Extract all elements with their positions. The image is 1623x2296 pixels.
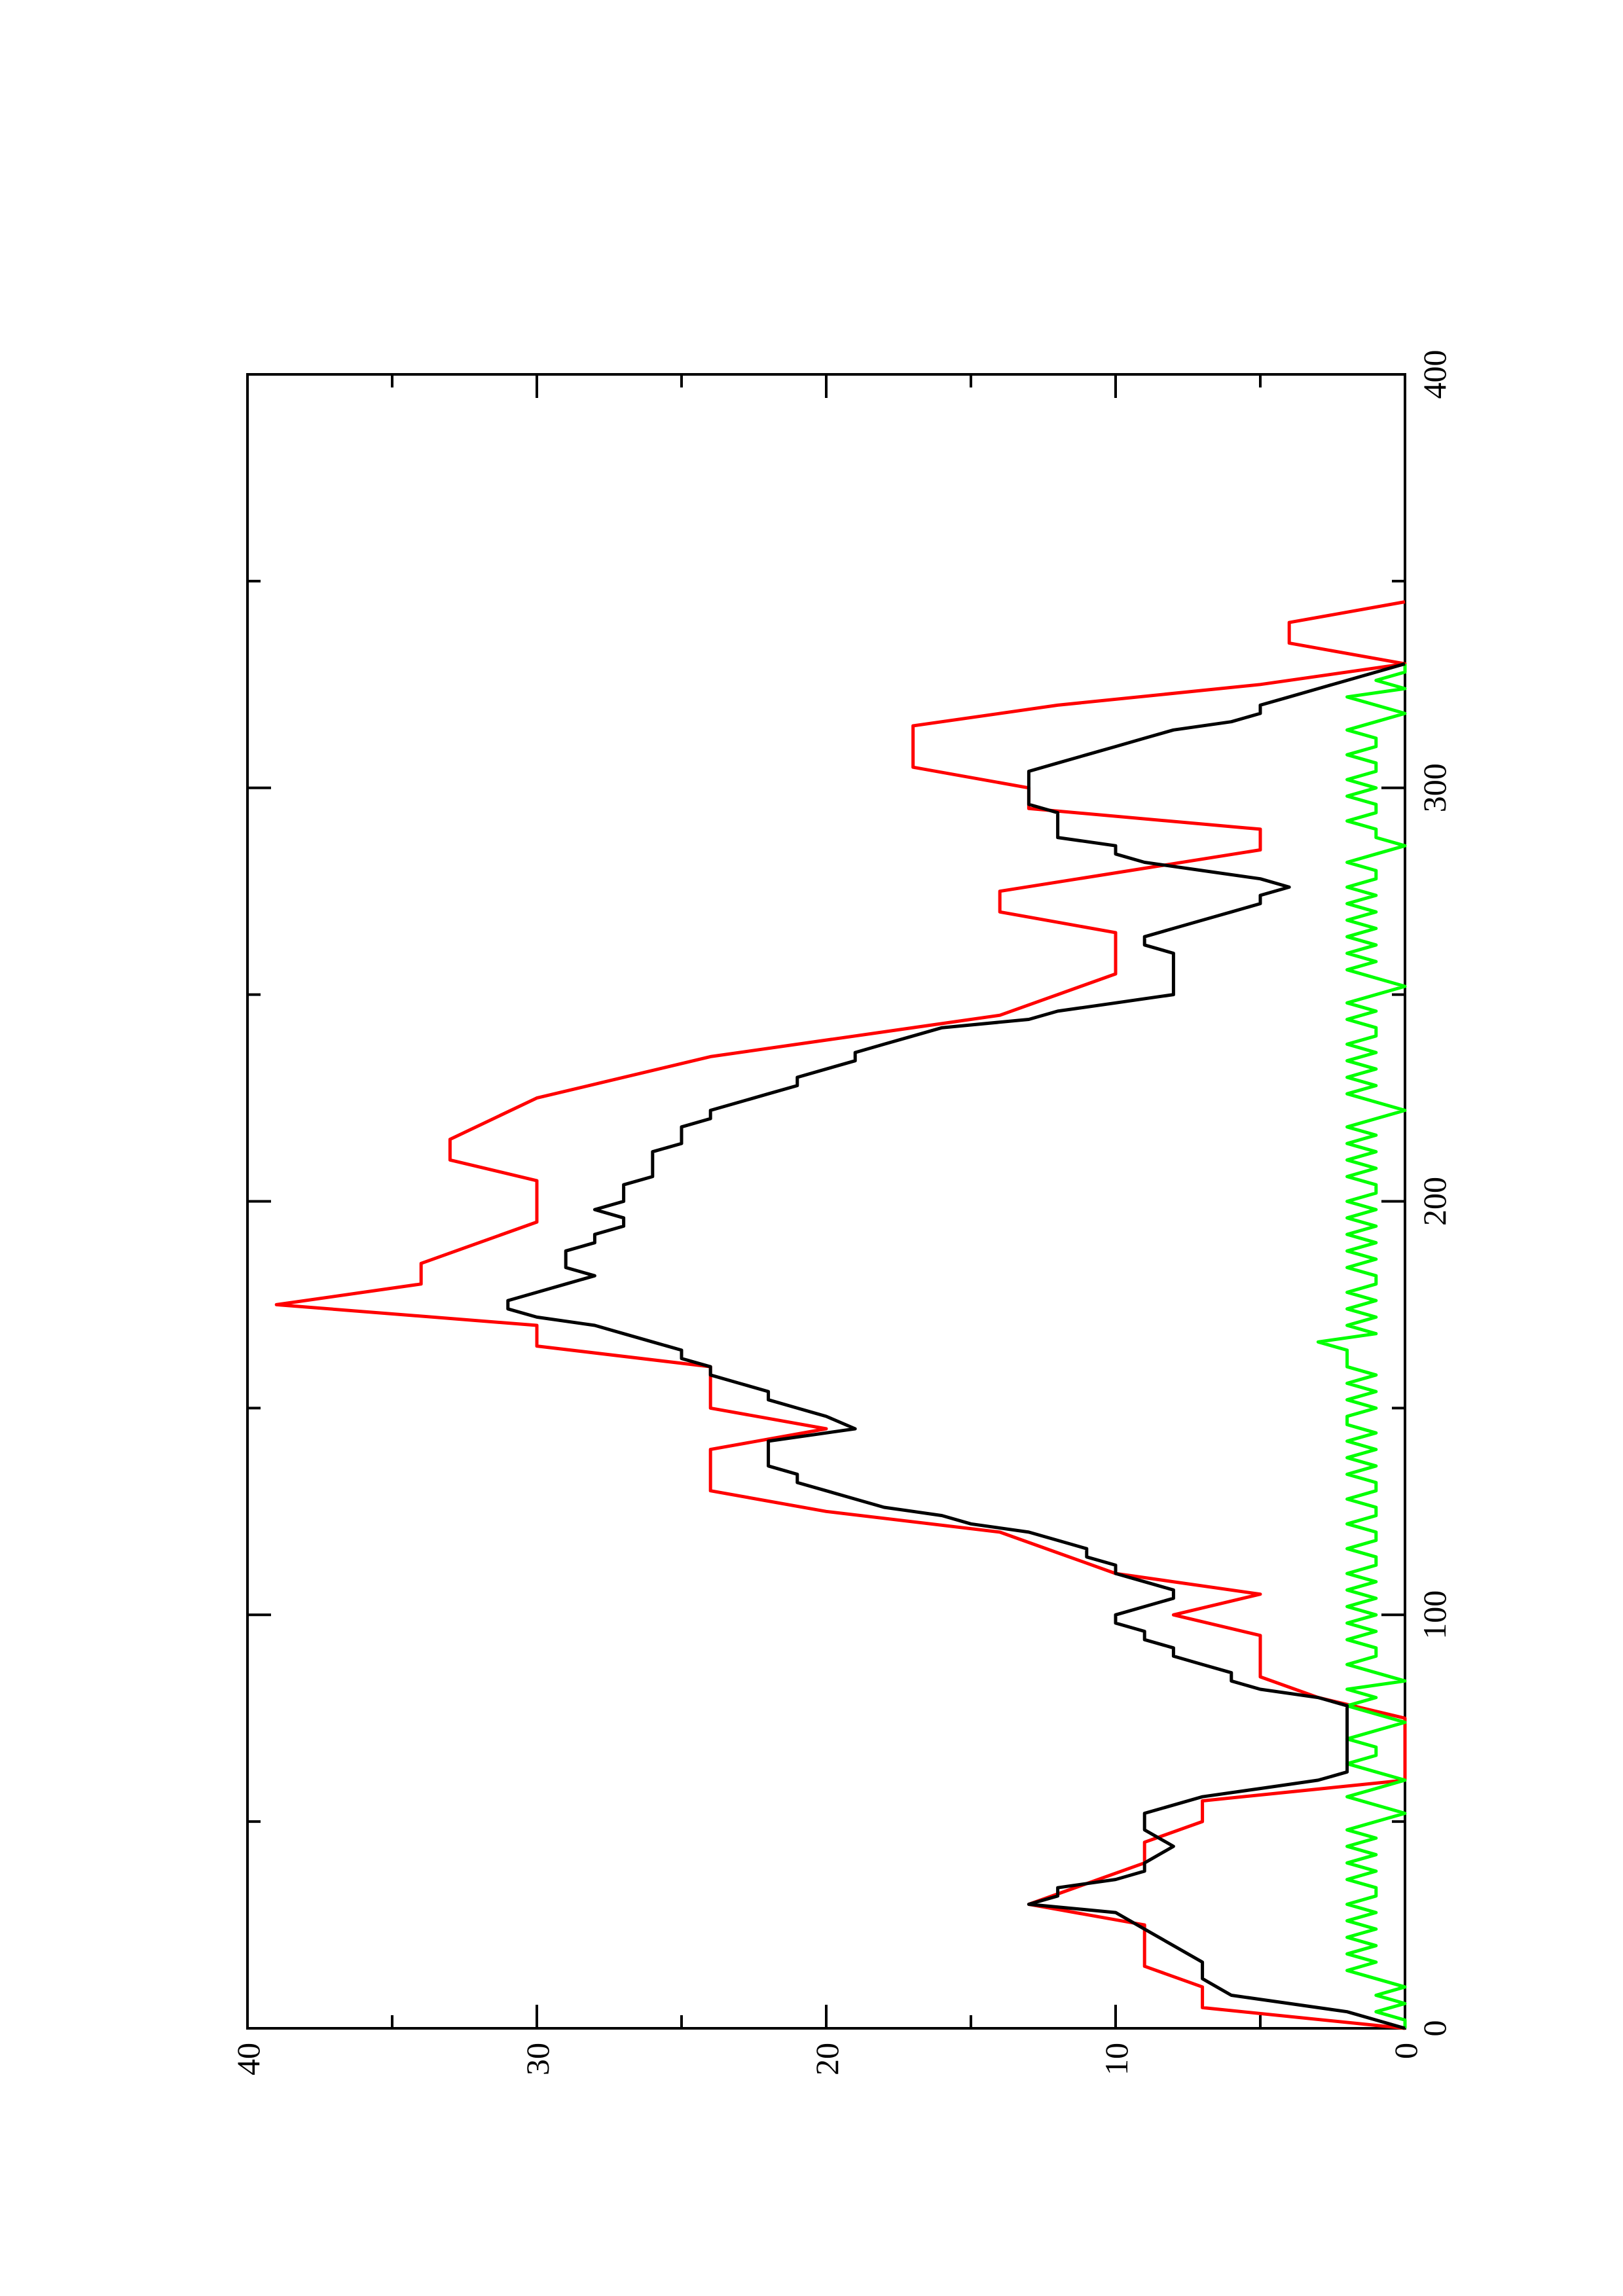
x-tick-label: 200 bbox=[1416, 1177, 1453, 1226]
y-tick-label: 0 bbox=[1387, 2043, 1424, 2059]
x-tick-label: 300 bbox=[1416, 763, 1453, 812]
plot-frame bbox=[246, 373, 1406, 2030]
axis-ticks bbox=[246, 373, 1406, 2030]
x-tick-label: 100 bbox=[1416, 1590, 1453, 1640]
x-tick-label: 400 bbox=[1416, 350, 1453, 399]
y-tick-label: 30 bbox=[519, 2043, 556, 2075]
series-line-2 bbox=[506, 662, 1406, 2030]
y-tick-label: 40 bbox=[230, 2043, 266, 2075]
y-tick-label: 10 bbox=[1098, 2043, 1135, 2075]
x-tick-label: 0 bbox=[1416, 2020, 1453, 2037]
tick-labels: 0 100 200 300 400 0 10 20 30 40 bbox=[230, 350, 1453, 2076]
series-line-1 bbox=[274, 600, 1407, 2030]
y-tick-label: 20 bbox=[809, 2043, 845, 2075]
series-group bbox=[274, 600, 1407, 2030]
series-line-3 bbox=[1316, 664, 1407, 2028]
